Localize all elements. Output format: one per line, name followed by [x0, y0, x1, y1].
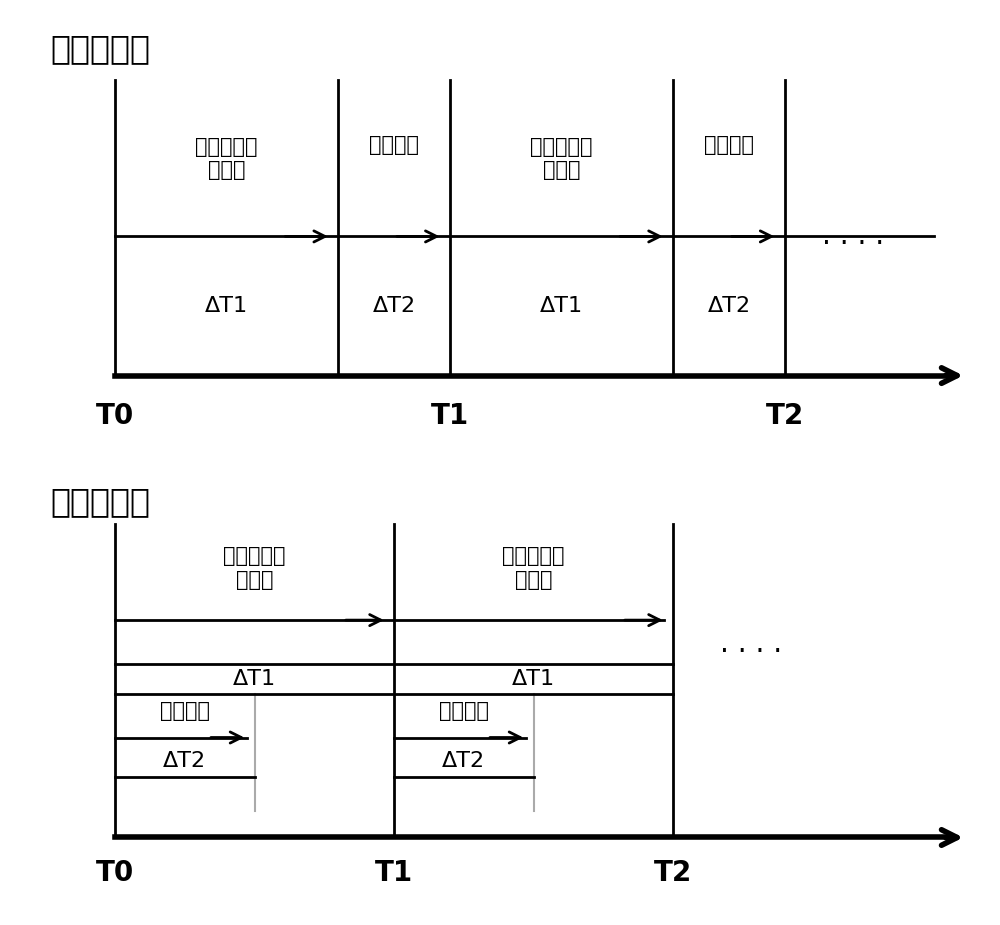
Text: 主蒸汽管: 主蒸汽管: [160, 701, 210, 722]
Text: ΔT1: ΔT1: [540, 296, 583, 316]
Text: . . . .: . . . .: [822, 222, 884, 251]
Text: ΔT1: ΔT1: [512, 669, 555, 689]
Text: 蒸汽发生器
二次侧: 蒸汽发生器 二次侧: [223, 547, 286, 589]
Text: T1: T1: [431, 401, 469, 429]
Text: ΔT1: ΔT1: [205, 296, 248, 316]
Text: . . . .: . . . .: [720, 630, 782, 658]
Text: T1: T1: [375, 859, 413, 887]
Text: 并行运行：: 并行运行：: [50, 486, 150, 518]
Text: T0: T0: [96, 859, 134, 887]
Text: ΔT2: ΔT2: [163, 751, 206, 771]
Text: 顺序运行：: 顺序运行：: [50, 32, 150, 65]
Text: ΔT2: ΔT2: [442, 751, 485, 771]
Text: T2: T2: [766, 401, 804, 429]
Text: 主蒸汽管: 主蒸汽管: [439, 701, 489, 722]
Text: T0: T0: [96, 401, 134, 429]
Text: 蒸汽发生器
二次侧: 蒸汽发生器 二次侧: [502, 547, 565, 589]
Text: 蒸汽发生器
二次侧: 蒸汽发生器 二次侧: [195, 137, 258, 179]
Text: 主蒸汽管: 主蒸汽管: [704, 135, 754, 155]
Text: T2: T2: [654, 859, 692, 887]
Text: ΔT2: ΔT2: [373, 296, 416, 316]
Text: 蒸汽发生器
二次侧: 蒸汽发生器 二次侧: [530, 137, 593, 179]
Text: 主蒸汽管: 主蒸汽管: [369, 135, 419, 155]
Text: ΔT1: ΔT1: [233, 669, 276, 689]
Text: ΔT2: ΔT2: [707, 296, 750, 316]
